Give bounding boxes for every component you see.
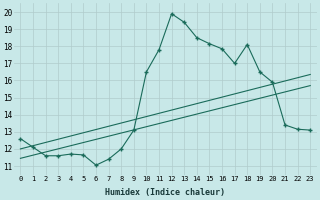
X-axis label: Humidex (Indice chaleur): Humidex (Indice chaleur) [105, 188, 225, 197]
